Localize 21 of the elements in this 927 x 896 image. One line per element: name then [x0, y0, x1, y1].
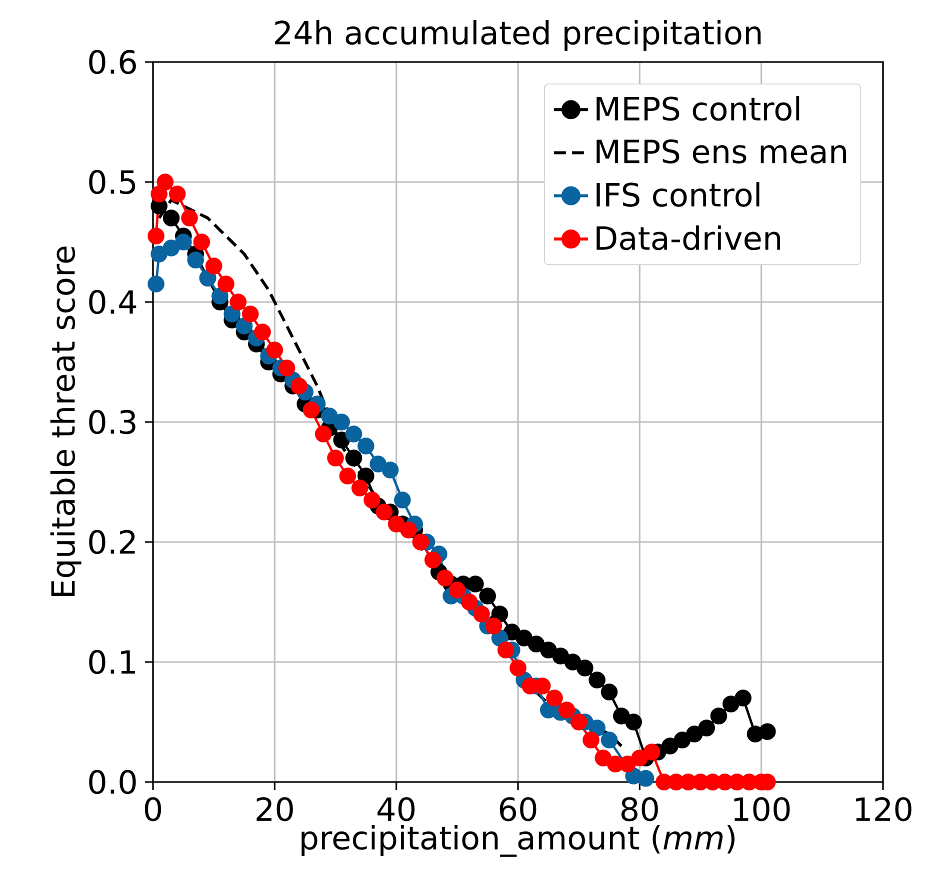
y-tick-label: 0.4	[89, 290, 136, 314]
x-tick-label: 60	[500, 797, 536, 822]
legend-label: Data-driven	[596, 225, 780, 250]
legend-label: IFS control	[596, 182, 760, 207]
y-tick-label: 0.2	[89, 530, 135, 554]
legend-label: MEPS ens mean	[596, 139, 846, 164]
chart-title: 24h accumulated precipitation	[275, 20, 761, 51]
y-tick-label: 0.3	[89, 410, 136, 434]
y-axis-title: Equitable threat score	[50, 246, 82, 596]
x-tick-label: 120	[856, 797, 912, 822]
y-tick-label: 0.1	[89, 650, 135, 674]
x-tick-label: 100	[734, 797, 790, 822]
x-tick-label: 40	[378, 797, 415, 822]
x-tick-label: 20	[256, 797, 293, 822]
y-tick-label: 0.0	[89, 770, 136, 794]
x-axis-title: precipitation_amount (mm)	[302, 825, 735, 857]
y-tick-label: 0.5	[89, 170, 136, 194]
legend-label: MEPS control	[596, 96, 800, 121]
x-tick-label: 80	[621, 797, 658, 822]
x-tick-label: 0	[144, 797, 162, 822]
y-tick-label: 0.6	[89, 50, 136, 74]
